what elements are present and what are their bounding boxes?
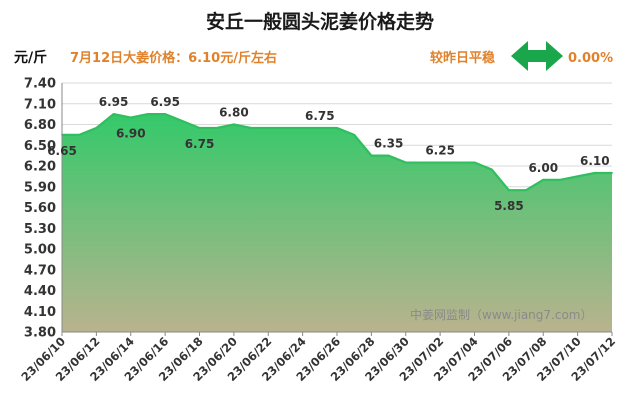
data-label: 6.95 xyxy=(150,95,180,109)
y-tick-label: 6.20 xyxy=(24,160,56,175)
price-area xyxy=(61,113,613,332)
unit-label: 元/斤 xyxy=(14,49,47,66)
y-tick-label: 6.80 xyxy=(24,118,56,133)
data-point xyxy=(129,116,132,119)
compare-label: 较昨日平稳 xyxy=(430,50,495,66)
data-point xyxy=(198,127,201,129)
data-label: 6.75 xyxy=(305,109,335,123)
data-point xyxy=(301,127,304,129)
y-tick-label: 4.40 xyxy=(24,284,56,299)
y-tick-label: 4.10 xyxy=(24,305,56,320)
data-label: 6.25 xyxy=(425,144,455,158)
data-point xyxy=(215,127,218,129)
data-label: 5.85 xyxy=(494,199,524,213)
data-point xyxy=(164,113,167,116)
data-label: 6.90 xyxy=(116,127,146,141)
y-tick-label: 4.70 xyxy=(24,263,56,278)
data-point xyxy=(147,113,149,116)
data-point xyxy=(95,127,98,129)
data-point xyxy=(284,127,287,129)
data-point xyxy=(181,120,184,122)
data-point xyxy=(525,189,527,192)
data-point xyxy=(456,161,459,164)
y-tick-label: 6.50 xyxy=(24,139,56,154)
data-point xyxy=(267,127,270,129)
y-tick-label: 5.60 xyxy=(24,201,56,216)
data-point xyxy=(232,123,235,126)
y-axis: 3.80 4.10 4.40 4.70 5.00 5.30 5.60 5.90 6.20 6.50… xyxy=(24,77,63,341)
y-tick-label: 5.00 xyxy=(24,243,56,258)
data-label: 6.80 xyxy=(219,106,249,120)
data-point xyxy=(490,168,493,171)
data-point xyxy=(387,154,390,157)
data-point xyxy=(370,154,373,157)
double-arrow-icon xyxy=(511,41,563,71)
chart-title: 安丘一般圆头泥姜价格走势 xyxy=(206,10,434,33)
data-point xyxy=(112,113,115,116)
data-point xyxy=(559,178,562,181)
compare-value: 0.00% xyxy=(568,51,613,66)
data-point xyxy=(576,175,579,178)
data-label: 6.00 xyxy=(528,161,558,175)
price-note: 7月12日大姜价格：6.10元/斤左右 xyxy=(70,50,277,66)
data-point xyxy=(542,178,545,181)
data-label: 6.75 xyxy=(185,137,215,151)
data-label: 6.10 xyxy=(580,154,610,168)
data-point xyxy=(439,161,442,164)
data-point xyxy=(507,189,510,192)
x-axis: 23/06/1023/06/1223/06/1423/06/1623/06/18… xyxy=(18,331,618,384)
data-labels: 6.65 6.95 6.90 6.95 6.75 6.80 6.75 6.35 6.25 5.85… xyxy=(47,95,609,213)
y-tick-label: 5.30 xyxy=(24,222,56,237)
data-point xyxy=(404,161,407,164)
data-point xyxy=(611,172,613,174)
data-point xyxy=(318,127,321,129)
data-point xyxy=(78,133,81,136)
data-label: 6.65 xyxy=(47,144,77,158)
watermark: 中姜网监制（www.jiang7.com） xyxy=(410,307,592,322)
data-label: 6.95 xyxy=(99,95,129,109)
area-fill xyxy=(62,114,612,332)
data-point xyxy=(353,133,356,136)
data-point xyxy=(422,161,424,164)
data-point xyxy=(593,172,596,174)
y-tick-label: 7.10 xyxy=(24,97,56,112)
y-tick-label: 5.90 xyxy=(24,180,56,195)
y-tick-label: 7.40 xyxy=(24,77,56,92)
data-point xyxy=(250,127,252,129)
data-point xyxy=(336,127,338,129)
y-tick-label: 3.80 xyxy=(24,326,56,341)
data-point xyxy=(473,161,476,164)
data-label: 6.35 xyxy=(374,137,404,151)
